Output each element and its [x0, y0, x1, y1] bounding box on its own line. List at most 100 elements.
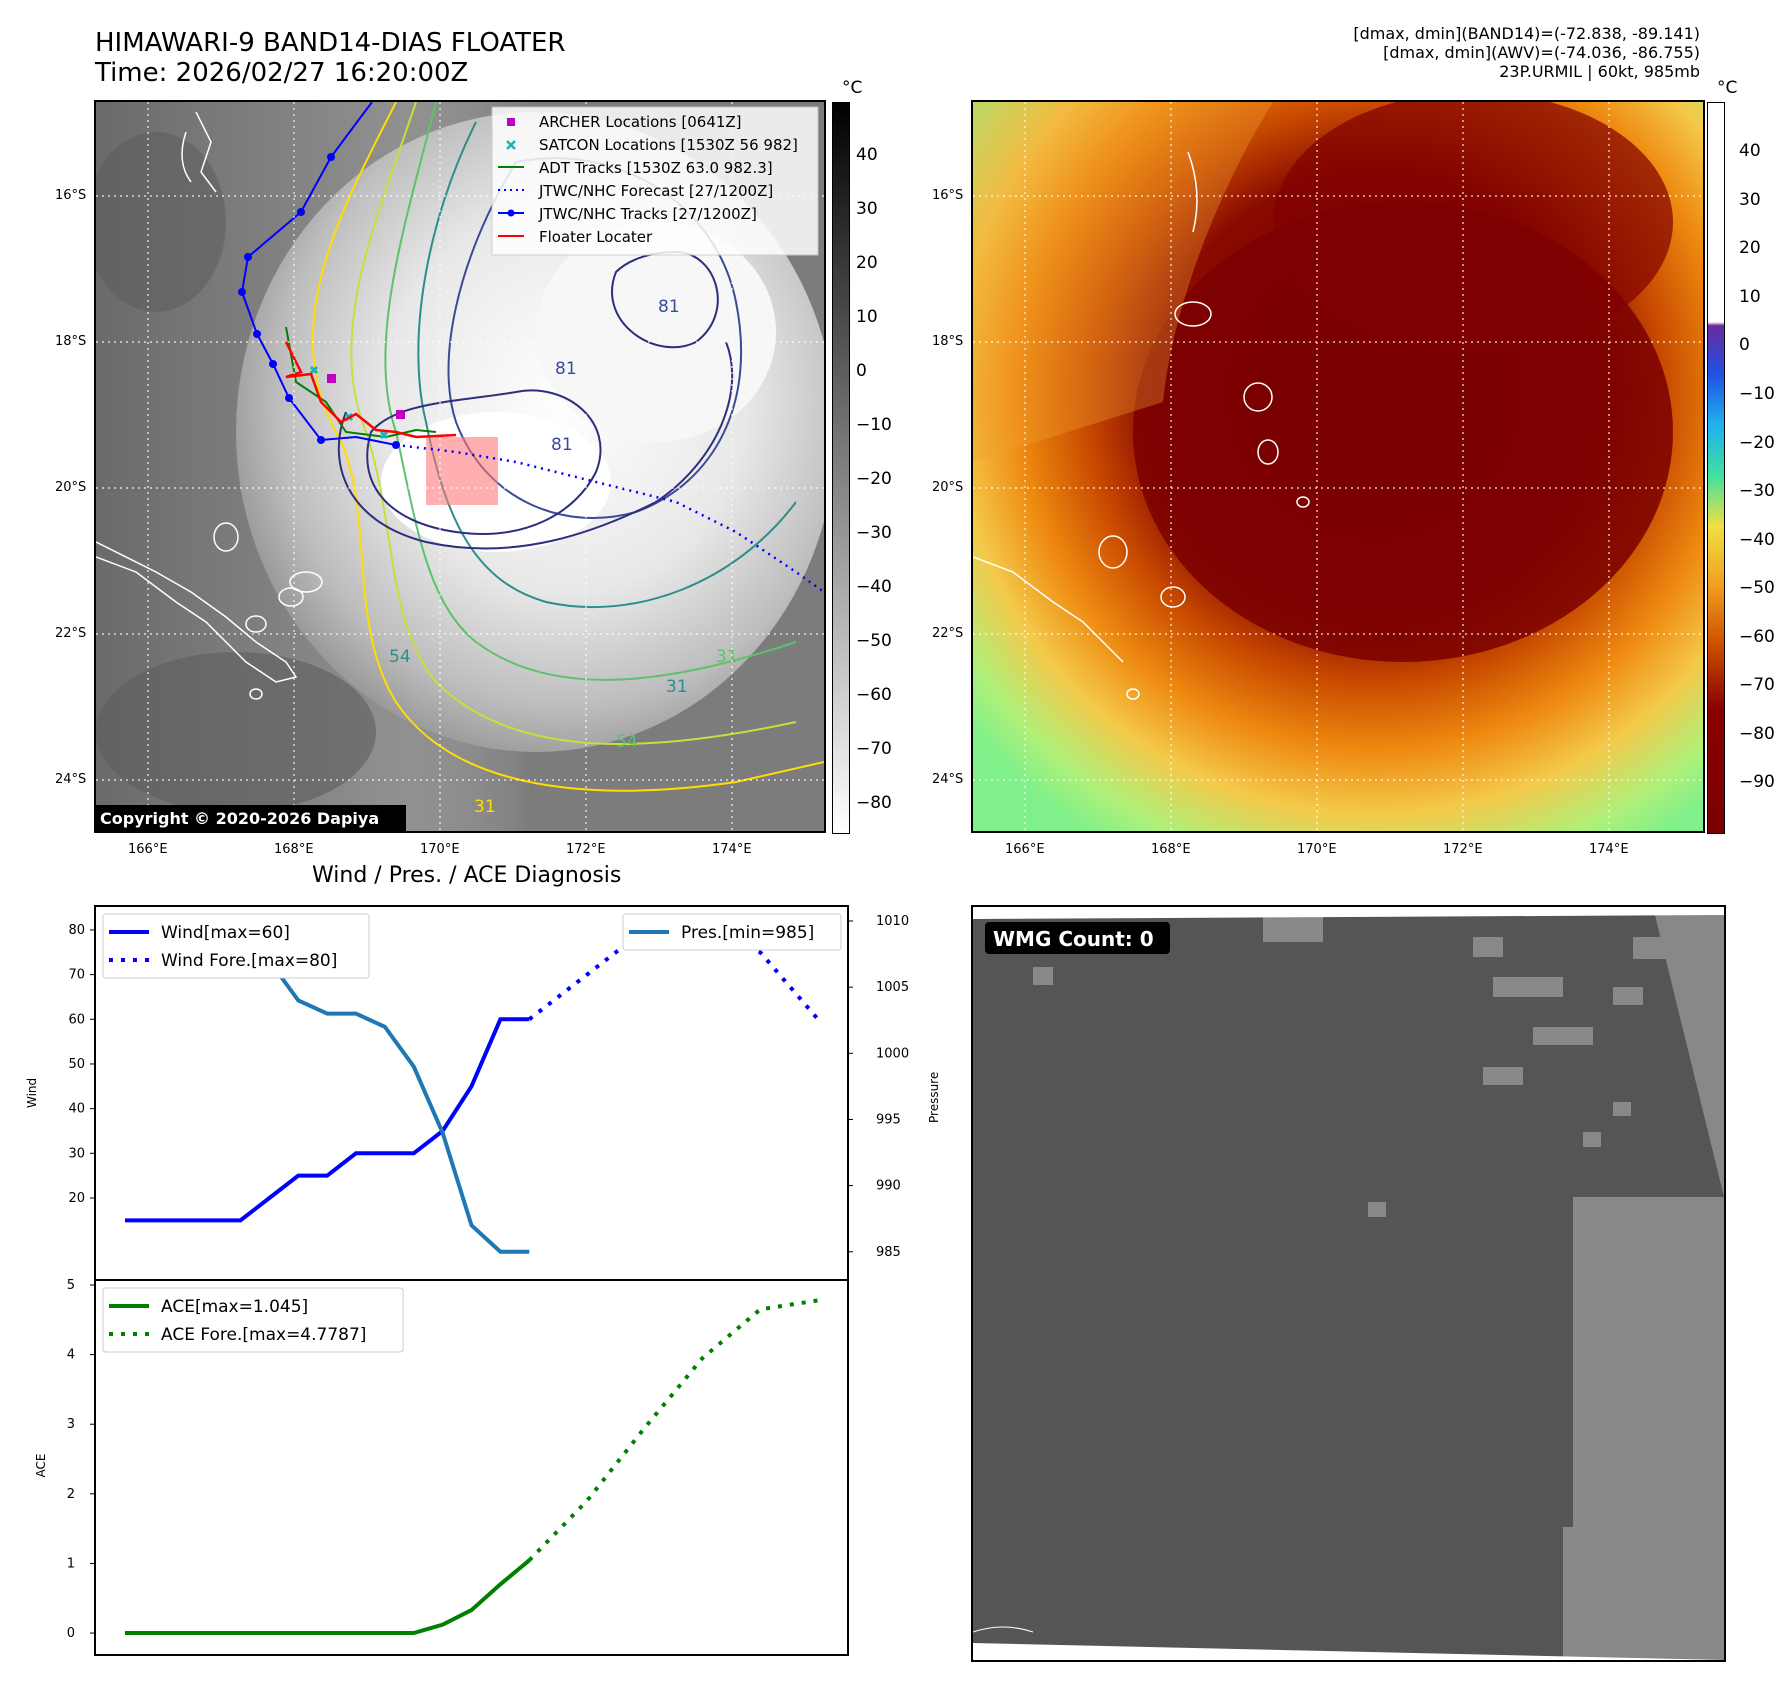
pressure-legend-label: Pres.[min=985]	[681, 923, 814, 943]
ace-tick-label: 3	[67, 1417, 75, 1432]
colorbar-tick: −70	[1739, 675, 1775, 695]
lat-label: 16°S	[55, 188, 87, 203]
colorbar-tick: −30	[856, 523, 892, 543]
enhanced-ir-canvas	[973, 102, 1703, 831]
ace-axis-label: ACE	[34, 1454, 48, 1478]
legend-jtwc-forecast: JTWC/NHC Forecast [27/1200Z]	[538, 182, 773, 200]
lon-label: 170°E	[420, 842, 460, 857]
diagnosis-chart: 20 30 40 50 60 70 80 985 990 995 1000 1005 1010 0 1 2 3 4…	[0, 890, 960, 1680]
info-awv-range: [dmax, dmin](AWV)=(-74.036, -86.755)	[1383, 43, 1700, 62]
ir-map-canvas: 81 81 81 54 31 31 54 31	[96, 102, 824, 831]
contour-label: 54	[389, 647, 411, 667]
colorbar-tick: −80	[1739, 724, 1775, 744]
wind-tick-label: 30	[68, 1146, 85, 1161]
wind-tick-label: 70	[68, 968, 85, 983]
colorbar-tick: 0	[1739, 335, 1750, 355]
ir-map-panel: 81 81 81 54 31 31 54 31	[94, 100, 826, 833]
colorbar-tick: −60	[1739, 627, 1775, 647]
colorbar-enhanced	[1707, 102, 1725, 834]
ace-series-line	[125, 1558, 531, 1636]
pressure-axis-label: Pressure	[927, 1072, 941, 1123]
pressure-tick-label: 1005	[876, 980, 909, 995]
colorbar-tick: −10	[1739, 384, 1775, 404]
legend-archer: ARCHER Locations [0641Z]	[539, 113, 742, 131]
lat-label: 22°S	[55, 626, 87, 641]
lon-label: 168°E	[1151, 842, 1191, 857]
wind-legend-box	[102, 913, 370, 979]
chart-title: HIMAWARI-9 BAND14-DIAS FLOATER	[95, 28, 566, 58]
pressure-legend-box	[622, 913, 842, 951]
wind-forecast-series-line	[528, 927, 820, 1021]
colorbar-grayscale	[832, 102, 850, 834]
ace-tick-label: 1	[67, 1556, 75, 1571]
wind-tick-label: 80	[68, 923, 85, 938]
colorbar-tick: −30	[1739, 481, 1775, 501]
ace-tick-label: 2	[67, 1487, 75, 1502]
colorbar-tick: −40	[856, 577, 892, 597]
wind-series-line	[125, 1017, 530, 1223]
wind-tick-label: 60	[68, 1012, 85, 1027]
lat-label: 22°S	[932, 626, 964, 641]
lat-label: 16°S	[932, 188, 964, 203]
colorbar-tick: 40	[856, 145, 878, 165]
copyright-label: Copyright © 2020-2026 Dapiya	[100, 809, 379, 828]
ace-legend-label: ACE[max=1.045]	[161, 1297, 308, 1317]
pressure-tick-label: 1010	[876, 914, 909, 929]
wind-axis-label: Wind	[25, 1078, 39, 1108]
enhanced-ir-map-panel	[971, 100, 1705, 833]
chart-timestamp: Time: 2026/02/27 16:20:00Z	[95, 58, 469, 88]
legend-satcon: SATCON Locations [1530Z 56 982]	[539, 136, 798, 154]
colorbar-unit-left: °C	[842, 78, 863, 98]
colorbar-tick: 0	[856, 361, 867, 381]
lon-label: 174°E	[712, 842, 752, 857]
contour-label: 31	[474, 797, 496, 817]
contour-label: 31	[666, 677, 688, 697]
contour-label: 81	[658, 297, 680, 317]
legend-floater: Floater Locater	[539, 228, 653, 246]
wind-legend-label: Wind Fore.[max=80]	[161, 951, 337, 971]
diagnosis-title: Wind / Pres. / ACE Diagnosis	[312, 863, 622, 888]
pressure-tick-label: 995	[876, 1112, 901, 1127]
colorbar-tick: −90	[1739, 772, 1775, 792]
wmg-panel: WMG Count: 0	[971, 905, 1726, 1662]
floater-box	[426, 437, 498, 505]
colorbar-tick: −20	[1739, 433, 1775, 453]
pressure-tick-label: 1000	[876, 1046, 909, 1061]
contour-label: 31	[716, 647, 738, 667]
lat-label: 24°S	[932, 772, 964, 787]
colorbar-tick: 40	[1739, 141, 1761, 161]
info-storm: 23P.URMIL | 60kt, 985mb	[1499, 62, 1700, 81]
legend-jtwc-tracks: JTWC/NHC Tracks [27/1200Z]	[538, 205, 757, 223]
lat-label: 20°S	[55, 480, 87, 495]
colorbar-tick: 30	[1739, 190, 1761, 210]
ace-legend-label: ACE Fore.[max=4.7787]	[161, 1325, 366, 1345]
lat-label: 20°S	[932, 480, 964, 495]
ace-legend-box	[102, 1287, 404, 1353]
lat-label: 18°S	[932, 334, 964, 349]
pressure-tick-label: 990	[876, 1179, 901, 1194]
lat-label: 24°S	[55, 772, 87, 787]
colorbar-unit-right: °C	[1717, 78, 1738, 98]
pressure-tick-label: 985	[876, 1245, 901, 1260]
colorbar-tick: −60	[856, 685, 892, 705]
colorbar-tick: −50	[1739, 578, 1775, 598]
wind-tick-label: 40	[68, 1102, 85, 1117]
lon-label: 168°E	[274, 842, 314, 857]
colorbar-tick: −40	[1739, 530, 1775, 550]
contour-label: 81	[551, 435, 573, 455]
colorbar-tick: −20	[856, 469, 892, 489]
lon-label: 172°E	[1443, 842, 1483, 857]
wind-legend-label: Wind[max=60]	[161, 923, 290, 943]
legend-adt: ADT Tracks [1530Z 63.0 982.3]	[539, 159, 773, 177]
colorbar-tick: −70	[856, 739, 892, 759]
colorbar-tick: 10	[856, 307, 878, 327]
info-band14-range: [dmax, dmin](BAND14)=(-72.838, -89.141)	[1353, 24, 1700, 43]
lat-label: 18°S	[55, 334, 87, 349]
ace-axes-frame	[94, 1279, 849, 1656]
map-legend: ARCHER Locations [0641Z] SATCON Location…	[491, 106, 819, 256]
lon-label: 174°E	[1589, 842, 1629, 857]
ace-tick-label: 4	[67, 1348, 75, 1363]
contour-label: 81	[555, 359, 577, 379]
lon-label: 166°E	[1005, 842, 1045, 857]
colorbar-tick: 20	[1739, 238, 1761, 258]
